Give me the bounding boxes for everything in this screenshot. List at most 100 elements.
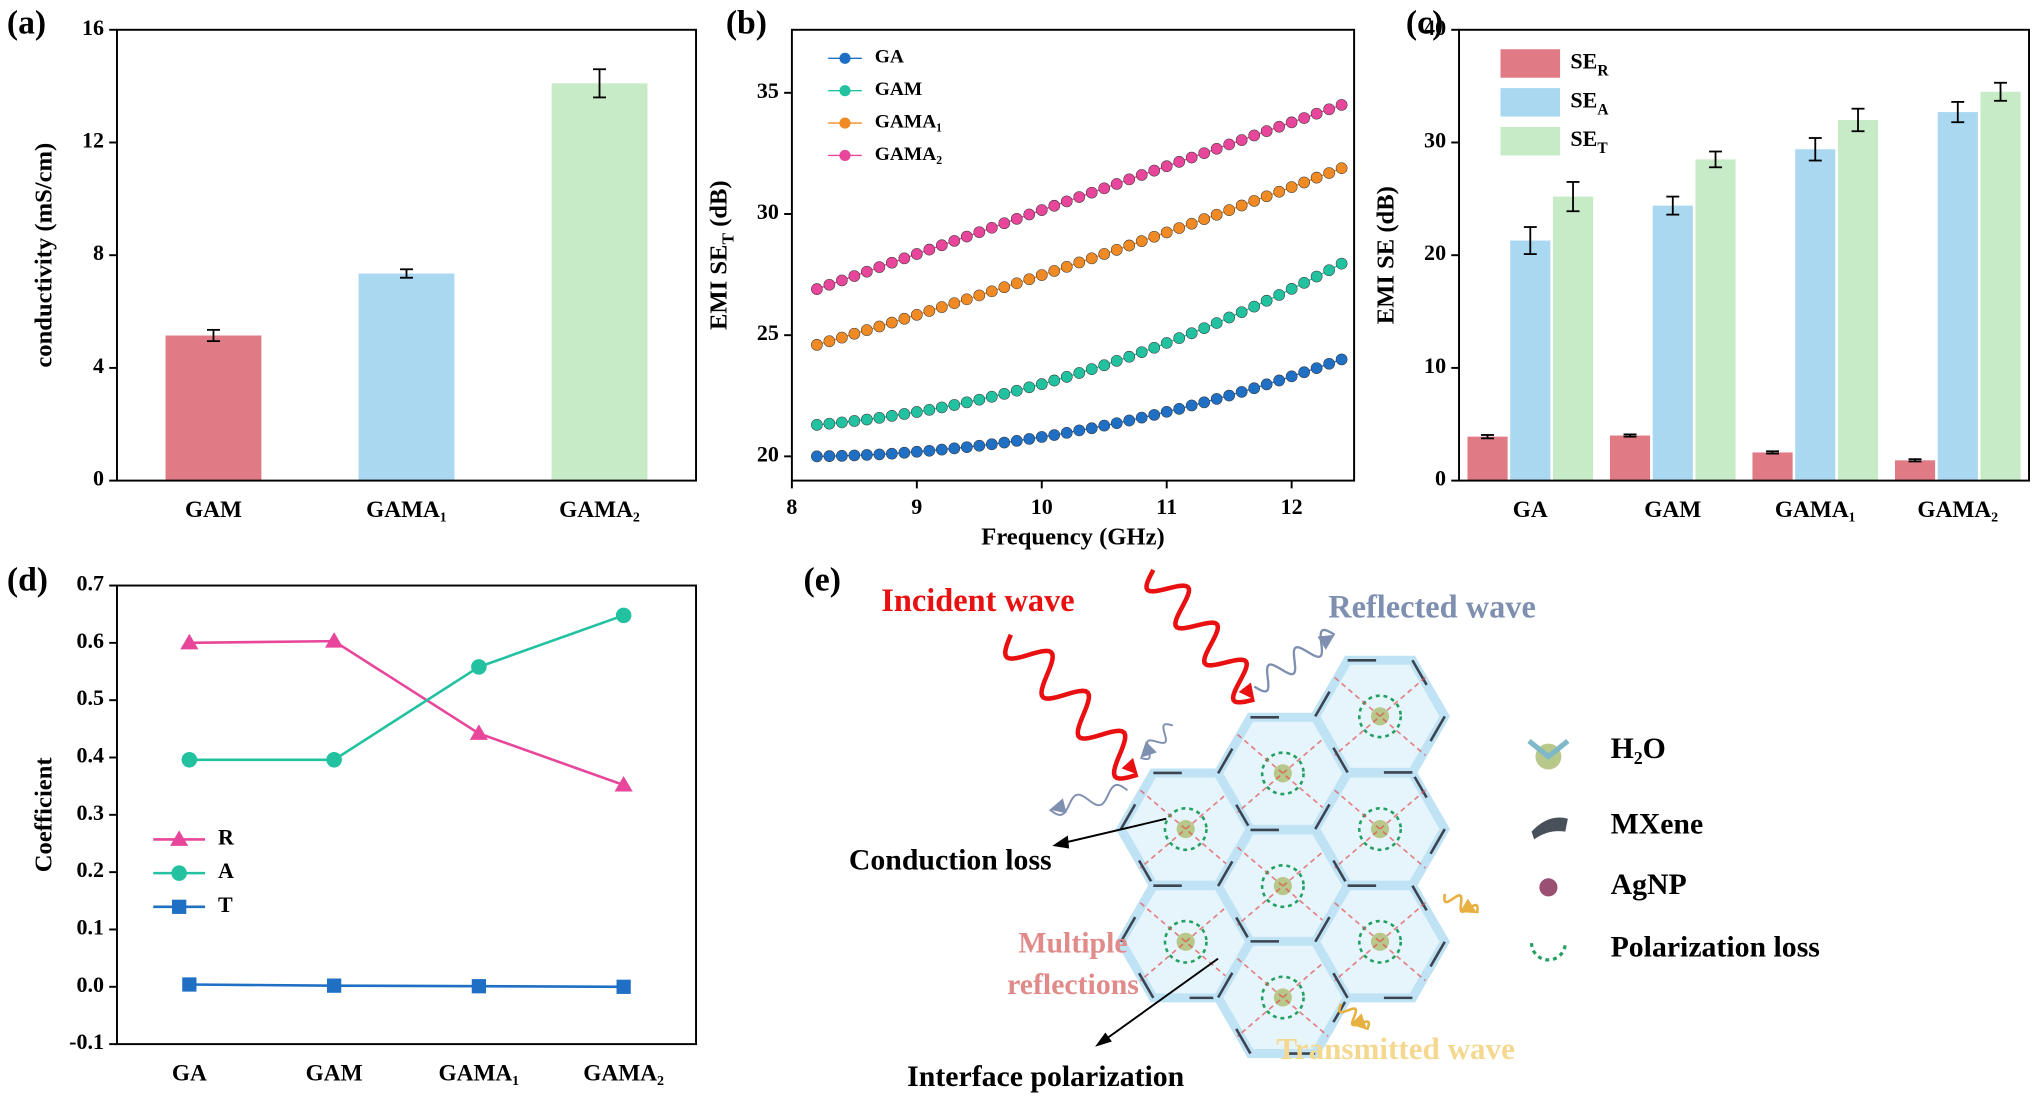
point [1235,199,1248,212]
reflected-label: Reflected wave [1328,590,1536,626]
error-bar [1766,450,1780,455]
point [848,270,861,282]
panel-label: (c) [1406,5,1443,42]
point [1310,270,1323,283]
x-tick-label: GAM [185,497,242,523]
y-tick-label: 20 [757,441,779,466]
y-tick-label: 12 [82,128,104,153]
point [861,413,873,426]
point [1273,374,1285,387]
point [1123,173,1136,186]
point [973,289,986,302]
point [898,408,911,420]
point [848,449,861,462]
bar [1980,91,2021,481]
point [886,410,898,422]
y-tick-label: 30 [757,199,779,224]
y-axis-label: EMI SET (dB) [705,180,738,330]
legend-label: A [218,858,234,883]
y-axis-label: EMI SE (dB) [1372,186,1399,324]
point [1073,256,1086,269]
water-molecule [1176,820,1195,839]
text-part: SE [1570,126,1597,151]
point [1260,294,1273,307]
y-tick-label: 0.0 [76,972,104,997]
x-tick-label: 12 [1281,494,1303,519]
point [1335,257,1348,270]
point [985,221,998,234]
x-axis-label: Frequency (GHz) [981,524,1164,551]
legend-marker [839,149,851,162]
point [836,274,848,287]
y-axis-label: Coefficient [30,757,57,873]
plot-frame [1458,28,2030,482]
point [1160,405,1173,418]
reflection-path [1139,902,1232,982]
point [1110,417,1123,429]
y-tick-label: 40 [1424,15,1446,40]
bar [165,335,262,481]
x-tick-label: 9 [911,494,922,519]
point [935,239,948,252]
point [1173,332,1186,344]
point [1035,204,1048,216]
conduction-label: Conduction loss [849,844,1052,877]
water-molecule [1370,707,1390,726]
marker [180,633,199,650]
point [948,399,961,411]
x-tick-label: GA [1513,497,1548,523]
legend-label: H₂O [1611,732,1666,765]
point [1273,120,1285,133]
point [861,449,873,461]
point [1160,337,1173,349]
point [1073,191,1086,203]
multiple-label: Multiple [1018,927,1127,960]
point [1035,431,1048,443]
polarization-ring [1260,864,1305,909]
error-bar [1523,226,1537,255]
legend-label: AgNP [1611,868,1687,901]
legend-icon [1529,942,1567,962]
point [811,283,823,295]
error-bar [1623,433,1637,438]
point [873,261,886,273]
marker [616,979,631,994]
polarization-ring [1357,807,1403,852]
point [1248,195,1260,207]
legend-label: T [218,892,233,917]
x-tick-label: GAMA₂ [583,1061,664,1087]
point [836,331,848,344]
legend-swatch [1500,88,1561,117]
pointer [1098,957,1219,1045]
error-bar [1808,137,1822,162]
point [948,442,961,455]
point [1323,357,1335,370]
wave [1253,628,1336,693]
legend-swatch [1500,49,1561,78]
reflection-path [1236,846,1329,926]
point [836,450,848,462]
point [1223,204,1235,216]
legend-label: GAMA₂ [875,144,942,165]
marker [471,979,487,994]
point [973,226,986,239]
polarization-ring [1163,919,1208,964]
point [1223,311,1235,324]
point [1210,393,1223,405]
y-tick-label: -0.1 [69,1029,104,1054]
bar [1752,452,1793,481]
bar [1937,112,1978,481]
bar [1510,240,1551,481]
y-axis-label: conductivity (mS/cm) [30,143,57,368]
marker [469,724,488,740]
point [923,243,936,256]
point [1010,213,1023,225]
error-bar [1851,107,1865,133]
point [1010,384,1023,397]
point [1110,355,1123,367]
legend-swatch [1500,126,1561,156]
marker [615,607,632,624]
polarization-ring [1260,975,1305,1020]
text-part: A [1597,101,1609,118]
point [1323,264,1335,277]
